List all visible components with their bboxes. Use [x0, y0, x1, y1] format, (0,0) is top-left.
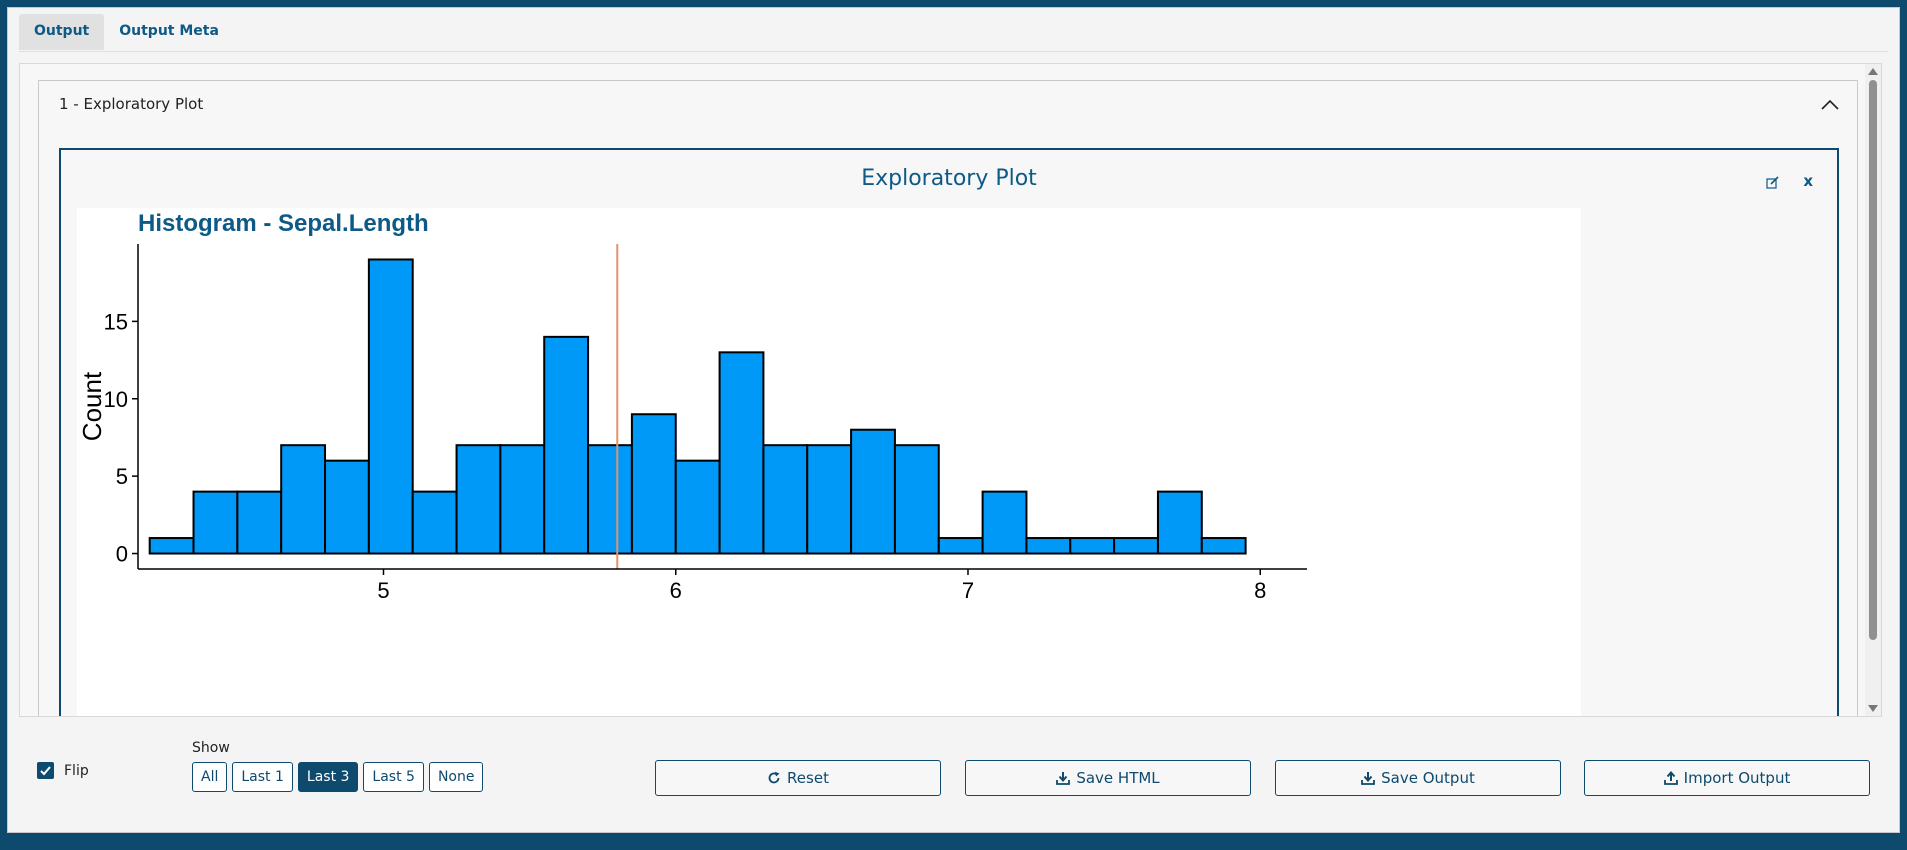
show-last-3-button[interactable]: Last 3 [297, 762, 359, 792]
upload-icon [1663, 771, 1678, 785]
x-tick-label-7: 7 [962, 578, 974, 603]
scroll-up-icon[interactable] [1868, 68, 1878, 75]
vertical-scrollbar[interactable] [1865, 64, 1881, 716]
panel-title: Exploratory Plot [861, 166, 1037, 191]
histogram-bar-2 [236, 490, 283, 555]
histogram-chart: Histogram - Sepal.Length 0 5 10 15 5 6 7 8 Count [77, 210, 1307, 603]
x-tick-label-5: 5 [377, 578, 389, 603]
histogram-bar-5 [367, 258, 414, 555]
save-html-button[interactable]: Save HTML [965, 760, 1251, 796]
histogram-bar-19 [981, 490, 1028, 555]
histogram-bar-10 [587, 444, 633, 555]
show-all-button[interactable]: All [192, 762, 228, 792]
edit-icon[interactable] [1766, 176, 1779, 189]
check-icon [40, 766, 51, 776]
histogram-bar-4 [324, 459, 370, 555]
histogram-bar-3 [280, 444, 327, 555]
save-output-button[interactable]: Save Output [1275, 760, 1561, 796]
y-tick-label-5: 5 [116, 464, 128, 489]
histogram-bar-17 [893, 444, 940, 555]
tab-output[interactable]: Output [19, 14, 105, 50]
y-tick-label-15: 15 [104, 309, 128, 334]
refresh-icon [768, 771, 780, 784]
save-output-label: Save Output [1381, 769, 1475, 787]
histogram-bar-20 [1025, 537, 1072, 555]
plot-area: Histogram - Sepal.Length 0 5 10 15 5 6 7 8 Count [77, 208, 1581, 716]
histogram-bar-8 [499, 444, 546, 555]
accordion-exploratory-plot: 1 - Exploratory Plot Exploratory Plot x … [38, 80, 1858, 716]
histogram-bar-22 [1113, 537, 1159, 555]
flip-checkbox[interactable] [37, 762, 54, 779]
download-icon [1361, 772, 1376, 785]
reset-label: Reset [787, 769, 829, 787]
show-label: Show [192, 740, 230, 756]
close-icon[interactable]: x [1803, 172, 1813, 190]
histogram-bar-7 [455, 444, 502, 555]
histogram-bar-14 [762, 444, 809, 555]
reset-button[interactable]: Reset [655, 760, 941, 796]
scroll-down-icon[interactable] [1868, 705, 1878, 712]
accordion-header[interactable]: 1 - Exploratory Plot [59, 95, 204, 113]
histogram-bar-21 [1069, 537, 1116, 555]
tab-bar: Output Output Meta [19, 14, 234, 50]
download-icon [1056, 772, 1071, 785]
histogram-bar-15 [806, 444, 853, 555]
y-tick-label-10: 10 [104, 387, 128, 412]
histogram-bar-9 [543, 335, 590, 555]
show-none-button[interactable]: None [428, 762, 484, 792]
import-output-button[interactable]: Import Output [1584, 760, 1870, 796]
histogram-bar-12 [674, 459, 721, 555]
tab-output-meta[interactable]: Output Meta [119, 23, 219, 39]
plot-panel: Exploratory Plot x Histogram - Sepal.Len… [59, 148, 1839, 716]
flip-toggle[interactable]: Flip [37, 762, 89, 779]
histogram-bar-18 [937, 537, 984, 555]
x-tick-label-8: 8 [1254, 578, 1266, 603]
histogram-bar-11 [630, 413, 677, 555]
histogram-bar-16 [850, 428, 896, 555]
histogram-bar-0 [148, 537, 195, 555]
histogram-bar-23 [1156, 490, 1203, 555]
show-button-group: All Last 1 Last 3 Last 5 None [192, 762, 484, 792]
import-output-label: Import Output [1683, 769, 1791, 787]
app-window: Output Output Meta 1 - Exploratory Plot … [7, 7, 1900, 833]
chevron-up-icon[interactable] [1821, 98, 1839, 110]
histogram-bar-1 [192, 490, 239, 555]
x-tick-label-6: 6 [670, 578, 682, 603]
show-last-5-button[interactable]: Last 5 [363, 762, 424, 792]
tab-divider [19, 51, 1888, 52]
chart-title: Histogram - Sepal.Length [138, 210, 429, 237]
flip-label: Flip [64, 762, 89, 779]
footer-toolbar: Flip Show All Last 1 Last 3 Last 5 None … [19, 718, 1893, 818]
histogram-bar-13 [718, 351, 765, 555]
show-last-1-button[interactable]: Last 1 [232, 762, 293, 792]
output-scroll-area[interactable]: 1 - Exploratory Plot Exploratory Plot x … [19, 63, 1882, 717]
scrollbar-thumb[interactable] [1869, 80, 1877, 640]
histogram-bar-24 [1200, 537, 1247, 555]
save-html-label: Save HTML [1076, 769, 1160, 787]
y-tick-label-0: 0 [116, 542, 128, 567]
histogram-bar-6 [411, 490, 458, 555]
y-axis-label: Count [77, 371, 107, 441]
